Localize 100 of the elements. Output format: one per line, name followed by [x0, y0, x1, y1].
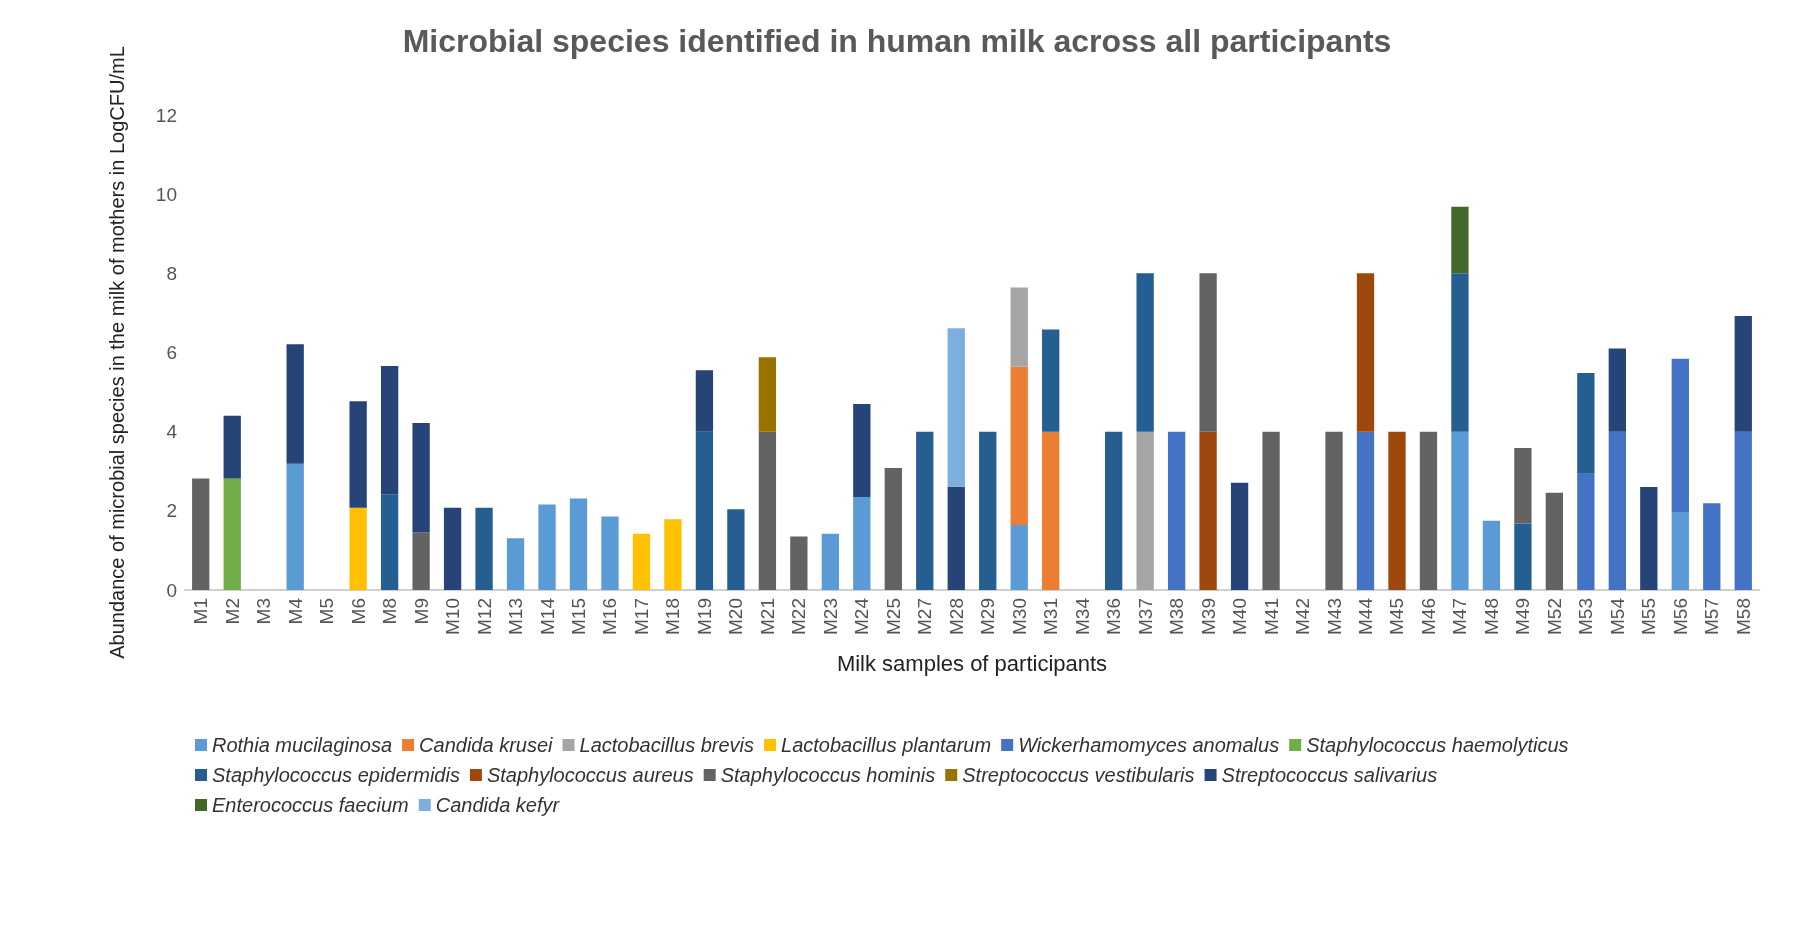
x-tick-label: M18	[662, 598, 684, 635]
bar	[1010, 525, 1028, 590]
legend-label: Lactobacillus plantarum	[781, 734, 992, 756]
bar	[853, 403, 871, 497]
x-tick-label: M13	[505, 598, 527, 635]
x-tick-label: M58	[1732, 598, 1754, 635]
bar	[1136, 273, 1154, 432]
bar	[538, 504, 556, 590]
bar	[790, 536, 808, 590]
y-tick-label: 10	[155, 183, 177, 205]
y-tick-label: 4	[166, 421, 178, 443]
bar	[695, 370, 714, 432]
legend-label: Enterococcus faecium	[212, 794, 409, 816]
bar	[443, 507, 462, 590]
bar	[664, 519, 682, 590]
legend-label: Rothia mucilaginosa	[212, 734, 393, 756]
legend-label: Staphylococcus hominis	[720, 764, 936, 786]
x-axis-title: Milk samples of participants	[836, 650, 1108, 676]
x-tick-label: M57	[1701, 598, 1723, 635]
x-tick-label: M19	[693, 598, 715, 635]
x-tick-label: M21	[756, 598, 778, 635]
bar	[758, 431, 777, 590]
bar	[1356, 273, 1375, 432]
x-tick-label: M9	[410, 598, 432, 625]
bar	[412, 532, 430, 590]
bar	[1419, 431, 1438, 590]
legend-label: Candida krusei	[419, 734, 554, 756]
x-tick-label: M45	[1386, 598, 1408, 635]
bar	[1010, 287, 1028, 367]
x-tick-label: M34	[1071, 597, 1093, 635]
y-tick-label: 0	[166, 579, 177, 601]
x-tick-label: M44	[1355, 597, 1376, 635]
y-tick-label: 8	[166, 262, 177, 284]
bar	[1010, 366, 1028, 526]
x-tick-label: M3	[253, 598, 275, 625]
x-tick-label: M4	[284, 597, 306, 625]
x-tick-label: M17	[630, 598, 652, 635]
bar	[380, 494, 399, 590]
bar	[884, 468, 902, 590]
bar	[1451, 431, 1469, 590]
legend-label: Streptococcus vestibularis	[962, 764, 1195, 786]
bar	[349, 401, 367, 508]
bar	[412, 422, 430, 533]
bar	[758, 357, 777, 432]
bar	[506, 538, 525, 590]
x-tick-label: M14	[536, 597, 558, 635]
y-tick-label: 2	[166, 500, 177, 522]
x-tick-label: M29	[977, 598, 999, 635]
bar	[1356, 431, 1375, 590]
bar	[1577, 373, 1595, 474]
x-tick-label: M55	[1638, 598, 1660, 635]
bar	[286, 344, 304, 464]
bar	[1608, 348, 1626, 432]
x-tick-label: M30	[1008, 598, 1030, 635]
x-tick-label: M43	[1323, 598, 1345, 635]
bar	[1482, 520, 1501, 590]
bar	[1199, 273, 1217, 432]
x-tick-label: M1	[190, 598, 212, 625]
x-tick-label: M56	[1669, 598, 1691, 635]
bar	[632, 533, 651, 590]
bar	[1325, 431, 1343, 590]
bar	[223, 478, 241, 590]
x-tick-label: M39	[1197, 598, 1219, 635]
x-tick-label: M40	[1229, 598, 1251, 635]
bar	[1262, 431, 1280, 590]
x-tick-label: M12	[473, 598, 495, 635]
y-tick-label: 12	[155, 104, 177, 126]
x-tick-label: M54	[1606, 597, 1628, 635]
bar	[1545, 492, 1564, 590]
x-tick-label: M27	[914, 598, 936, 635]
x-tick-label: M37	[1134, 598, 1156, 635]
x-tick-label: M23	[819, 598, 841, 635]
bar	[223, 415, 241, 479]
bar	[1703, 503, 1721, 590]
legend-label: Staphylococcus epidermidis	[212, 764, 460, 786]
chart-title: Microbial species identified in human milk across all participants	[402, 23, 1392, 59]
bar	[475, 507, 493, 590]
bar	[1167, 431, 1186, 590]
bar	[947, 328, 965, 487]
x-tick-label: M53	[1575, 598, 1597, 635]
bar	[1640, 487, 1658, 590]
bar	[1199, 431, 1217, 590]
x-tick-label: M36	[1103, 598, 1125, 635]
bar	[916, 431, 934, 590]
legend-label: Candida kefyr	[435, 794, 561, 816]
x-tick-label: M48	[1480, 598, 1502, 635]
bar	[601, 516, 619, 590]
bar	[979, 431, 997, 590]
bar	[821, 533, 839, 590]
bar	[1734, 431, 1752, 590]
bar	[947, 486, 965, 590]
bar	[695, 431, 714, 590]
x-tick-label: M22	[788, 598, 810, 635]
bar	[727, 509, 745, 590]
bar	[1671, 512, 1689, 590]
bar	[1734, 316, 1752, 432]
bar	[1042, 431, 1060, 590]
x-tick-label: M5	[316, 598, 338, 625]
x-tick-label: M6	[347, 598, 369, 625]
legend-label: Wickerhamomyces anomalus	[1018, 734, 1280, 756]
